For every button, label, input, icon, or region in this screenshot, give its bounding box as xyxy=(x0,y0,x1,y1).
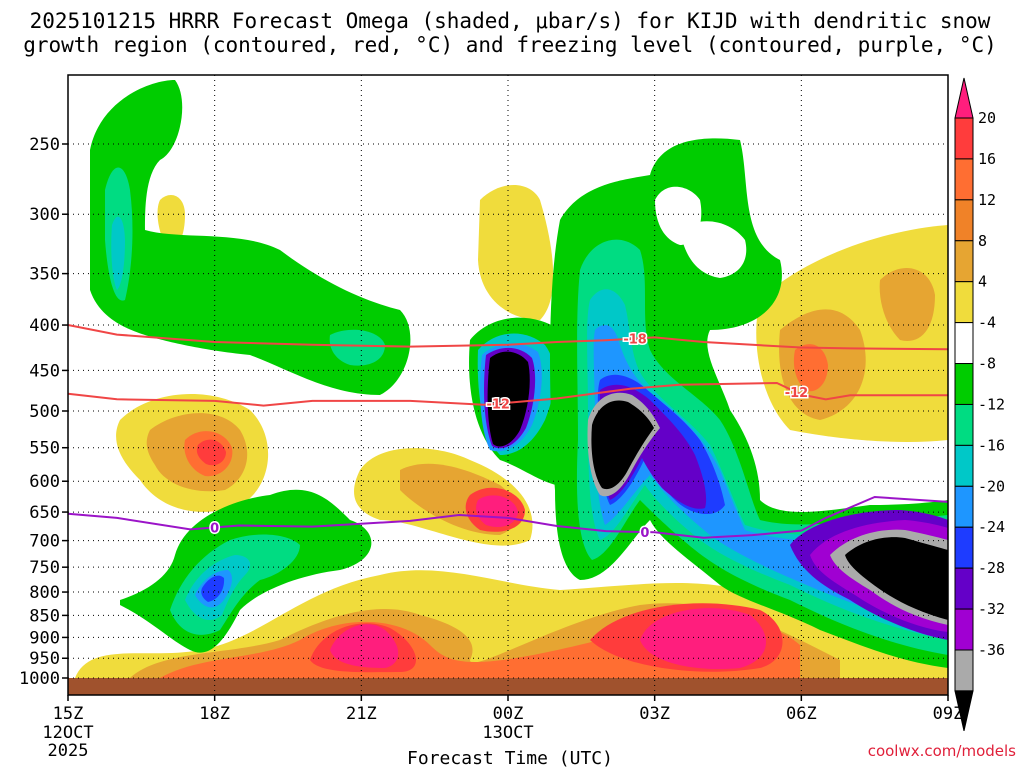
colorbar-label: 16 xyxy=(978,150,996,168)
colorbar-swatch xyxy=(954,281,974,324)
colorbar-swatch xyxy=(954,526,974,569)
colorbar-swatch xyxy=(954,363,974,405)
y-tick-label: 450 xyxy=(29,361,60,381)
colorbar-swatch xyxy=(954,567,974,610)
contour-label: -12 xyxy=(785,386,809,401)
colorbar-label: -36 xyxy=(978,641,1005,659)
colorbar-label: -24 xyxy=(978,518,1005,536)
x-tick-label: 03Z xyxy=(639,704,670,724)
colorbar-swatch xyxy=(954,322,974,365)
colorbar-label: -20 xyxy=(978,477,1005,495)
contour-label: 0 xyxy=(640,526,649,541)
colorbar-swatch xyxy=(954,158,974,201)
colorbar-label: -32 xyxy=(978,600,1005,618)
y-tick-label: 250 xyxy=(29,135,60,155)
contour-label: -18 xyxy=(623,332,647,347)
y-tick-label: 700 xyxy=(29,532,60,552)
y-tick-label: 950 xyxy=(29,649,60,669)
chart-title-line2: growth region (contoured, red, °C) and f… xyxy=(23,33,997,57)
colorbar-swatch xyxy=(954,403,974,446)
x-tick-date: 12OCT xyxy=(42,723,93,743)
colorbar-label: -8 xyxy=(978,355,996,373)
colorbar-top-arrow xyxy=(954,77,974,119)
y-tick-label: 400 xyxy=(29,316,60,336)
colorbar-swatch xyxy=(954,485,974,528)
ground-strip xyxy=(68,678,948,695)
colorbar-bottom-arrow xyxy=(954,690,974,732)
contour-lines: -18 -12 -12 0 0 xyxy=(67,324,949,543)
contour-line-0 xyxy=(67,495,949,539)
x-tick-label: 15Z xyxy=(53,704,84,724)
contour-line--12 xyxy=(67,381,948,407)
x-tick-label: 21Z xyxy=(346,704,377,724)
omega-shading xyxy=(75,80,948,680)
colorbar-swatch xyxy=(954,240,974,283)
x-tick-label: 00Z xyxy=(493,704,524,724)
contour-label: -12 xyxy=(486,398,510,413)
colorbar-label: 4 xyxy=(978,273,987,291)
colorbar-swatch xyxy=(954,649,974,692)
y-tick-label: 750 xyxy=(29,558,60,578)
y-tick-label: 800 xyxy=(29,583,60,603)
colorbar-swatch xyxy=(954,117,974,160)
x-tick-label: 18Z xyxy=(199,704,230,724)
colorbar-label: -12 xyxy=(978,395,1005,413)
grid xyxy=(67,75,949,695)
y-axis-ticks: 2503003504004505005506006507007508008509… xyxy=(19,135,68,689)
colorbar: 20 16 12 8 4 -4 -8 -12 -16 -20 -24 -28 -32 -36 xyxy=(954,77,1005,732)
y-tick-label: 650 xyxy=(29,503,60,523)
colorbar-label: -4 xyxy=(978,314,996,332)
colorbar-label: 20 xyxy=(978,109,996,127)
y-tick-label: 550 xyxy=(29,439,60,459)
x-tick-label: 06Z xyxy=(786,704,817,724)
x-tick-date: 13OCT xyxy=(482,723,533,743)
chart-title-line1: 2025101215 HRRR Forecast Omega (shaded, … xyxy=(30,9,991,33)
y-tick-label: 1000 xyxy=(19,669,60,689)
x-tick-label: 09Z xyxy=(933,704,964,724)
colorbar-swatch xyxy=(954,608,974,651)
colorbar-label: 12 xyxy=(978,191,996,209)
credit-text: coolwx.com/models xyxy=(868,742,1016,760)
y-tick-label: 500 xyxy=(29,402,60,422)
y-tick-label: 600 xyxy=(29,472,60,492)
y-tick-label: 900 xyxy=(29,628,60,648)
y-tick-label: 300 xyxy=(29,205,60,225)
contour-line--18 xyxy=(67,324,949,351)
colorbar-swatch xyxy=(954,444,974,487)
colorbar-label: 8 xyxy=(978,232,987,250)
colorbar-swatch xyxy=(954,199,974,242)
contour-label: 0 xyxy=(210,521,219,536)
colorbar-label: -16 xyxy=(978,436,1005,454)
y-tick-label: 850 xyxy=(29,606,60,626)
x-tick-year: 2025 xyxy=(48,741,89,761)
y-tick-label: 350 xyxy=(29,265,60,285)
x-axis-label: Forecast Time (UTC) xyxy=(407,748,613,768)
plot-frame xyxy=(67,74,949,696)
colorbar-label: -28 xyxy=(978,559,1005,577)
